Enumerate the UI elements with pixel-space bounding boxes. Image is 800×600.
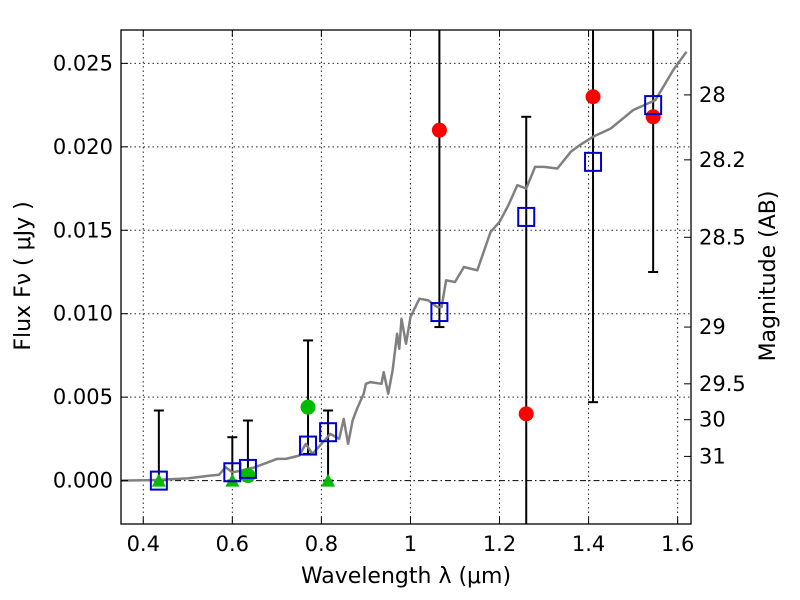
y-tick-labels: 0.000 0.005 0.010 0.015 0.020 0.025 bbox=[53, 51, 113, 492]
y2-tick-label: 28 bbox=[699, 83, 726, 107]
x-tick-label: 1.4 bbox=[572, 532, 605, 556]
x-axis-label: Wavelength λ (μm) bbox=[301, 564, 511, 589]
y-axis-label: Flux Fν ( μJy ) bbox=[11, 201, 36, 350]
plot-frame bbox=[120, 29, 692, 525]
circle-marker bbox=[585, 89, 601, 105]
square-marker bbox=[517, 206, 536, 227]
y-tick-label: 0.000 bbox=[53, 469, 113, 493]
square-marker bbox=[299, 435, 318, 456]
y-tick-label: 0.015 bbox=[53, 218, 113, 242]
y-tick-label: 0.005 bbox=[53, 385, 113, 409]
circle-marker bbox=[518, 406, 534, 422]
y2-tick-label: 29 bbox=[699, 315, 726, 339]
square-marker bbox=[584, 151, 603, 172]
x-tick-label: 0.8 bbox=[305, 532, 338, 556]
square-marker bbox=[430, 302, 449, 323]
y-tick-label: 0.020 bbox=[53, 135, 113, 159]
square-marker bbox=[319, 422, 338, 443]
triangle-marker bbox=[321, 473, 336, 487]
triangle-marker bbox=[151, 473, 166, 487]
circle-marker bbox=[431, 122, 447, 138]
x-tick-label: 0.6 bbox=[216, 532, 249, 556]
circle-marker bbox=[645, 109, 661, 125]
x-tick-labels: 0.4 0.6 0.8 1 1.2 1.4 1.6 bbox=[127, 532, 695, 556]
square-marker bbox=[238, 458, 257, 479]
y2-tick-label: 28.5 bbox=[699, 225, 746, 249]
y-tick-label: 0.010 bbox=[53, 302, 113, 326]
model-sed-line bbox=[120, 50, 688, 482]
y2-axis-label: Magnitude (AB) bbox=[756, 191, 781, 362]
y2-tick-label: 29.5 bbox=[699, 372, 746, 396]
triangle-marker bbox=[225, 473, 240, 487]
y2-tick-label: 30 bbox=[699, 408, 726, 432]
x-tick-label: 1.6 bbox=[661, 532, 694, 556]
y2-tick-label: 31 bbox=[699, 444, 726, 468]
data-points bbox=[149, 89, 663, 491]
square-marker bbox=[644, 95, 663, 116]
axis-ticks bbox=[121, 30, 691, 524]
x-tick-label: 1.2 bbox=[483, 532, 516, 556]
error-bars bbox=[153, 30, 659, 524]
circle-marker bbox=[300, 399, 316, 415]
y-tick-label: 0.025 bbox=[53, 51, 113, 75]
y2-tick-label: 28.2 bbox=[699, 148, 746, 172]
square-marker bbox=[149, 470, 168, 491]
grid bbox=[121, 30, 691, 524]
y2-tick-labels: 28 28.2 28.5 29 29.5 30 31 bbox=[699, 83, 746, 468]
circle-marker bbox=[240, 468, 256, 484]
x-tick-label: 0.4 bbox=[127, 532, 160, 556]
x-tick-label: 1 bbox=[404, 532, 417, 556]
